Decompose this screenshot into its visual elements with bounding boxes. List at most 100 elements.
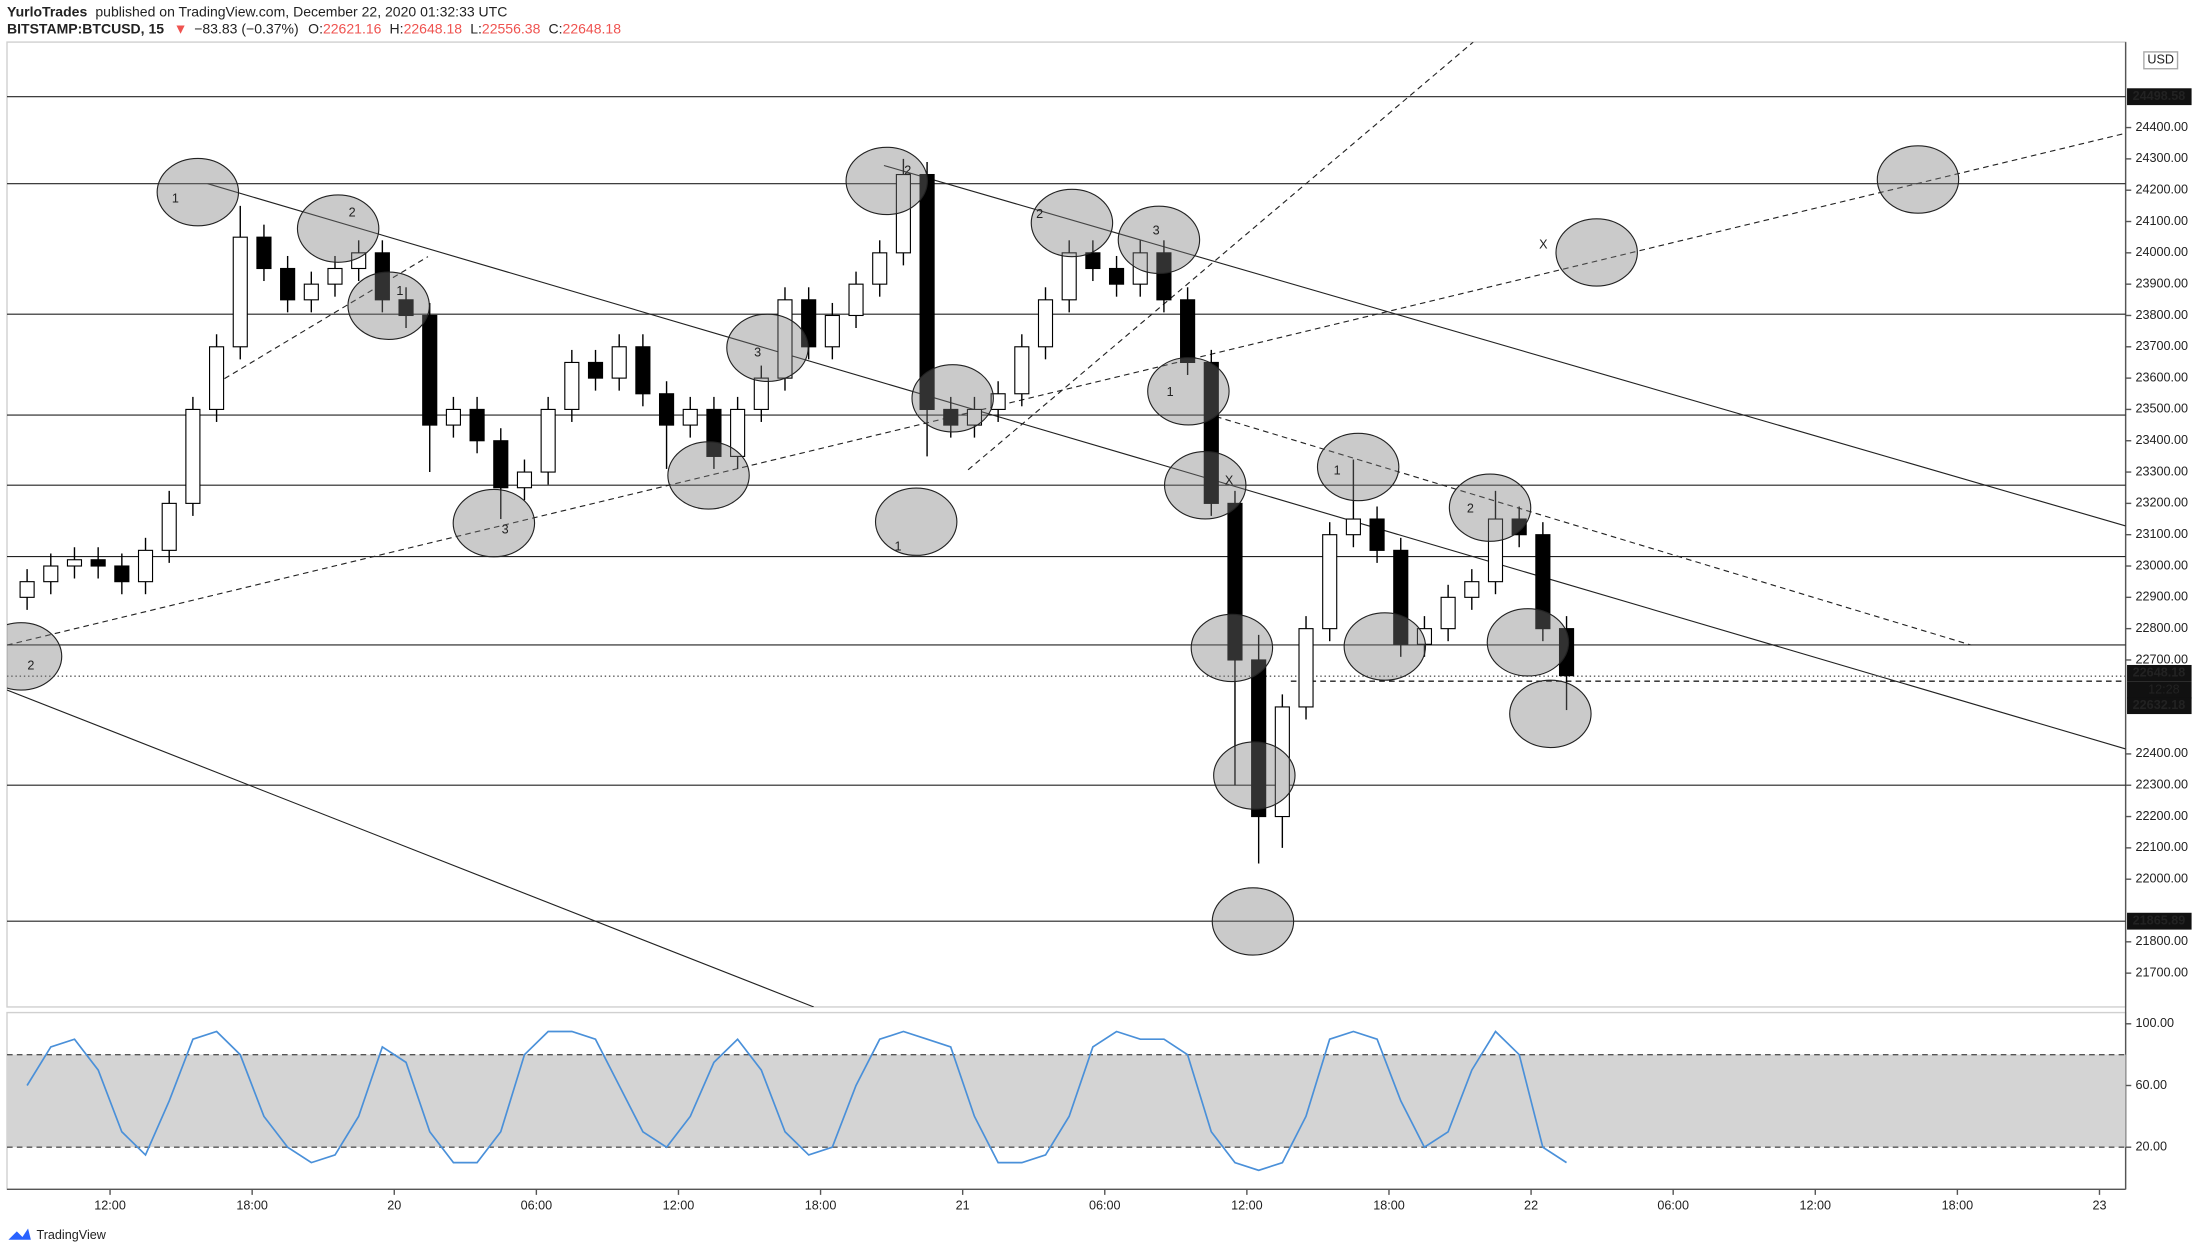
ohlc-value: 22648.18 [563,20,622,36]
annotation-label: 1 [396,284,403,298]
y-tick-label: 23300.00 [2135,464,2188,478]
stoch-tick-label: 20.00 [2135,1140,2167,1154]
candle-body [327,267,343,285]
layer: 1 2 1 3 3 2 1 2 3 1 X 1 2 2 X [7,96,2126,956]
candle-body [587,361,604,379]
candle-body [706,408,722,457]
candle-body [469,408,485,442]
trendline[interactable] [7,689,814,1007]
annotation-circle [1147,357,1230,426]
candle-body [43,565,59,583]
y-tick-label: 23100.00 [2135,527,2188,541]
symbol-line: BITSTAMP:BTCUSD, 15 ▼ −83.83 (−0.37%) O:… [7,20,621,36]
annotation-circle [7,622,63,691]
candle-body [185,408,201,504]
annotation-circle [156,157,240,227]
price-tag-label: 24498.58 [2133,89,2186,103]
annotation-circle [1343,612,1427,681]
candle-body [445,408,461,426]
y-tick-label: 24000.00 [2135,245,2188,259]
candle-body [1274,706,1290,818]
y-tick-label: 23000.00 [2135,558,2188,572]
price-tag [2127,664,2192,682]
ohlc-value: 22621.16 [323,20,382,36]
annotation-label: 1 [894,539,901,553]
candle-body [1416,628,1433,645]
change: −83.83 (−0.37%) [194,20,298,36]
header-line: YurloTrades published on TradingView.com… [7,3,507,19]
x-tick-label: 23 [2092,1198,2106,1212]
candle-body [161,502,177,551]
y-tick-label: 24200.00 [2135,183,2188,197]
annotation-circle [1030,188,1114,258]
price-tag-label: 22632.18 [2133,698,2186,712]
trendline[interactable] [883,164,2126,527]
y-tick-label: 23200.00 [2135,496,2188,510]
y-tick-label: 24100.00 [2135,214,2188,228]
x-tick-label: 22 [1524,1198,1538,1212]
candle-body [1061,252,1077,301]
y-tick-label: 22900.00 [2135,590,2188,604]
x-tick-label: 12:00 [94,1198,126,1212]
stoch-tick-label: 100.00 [2135,1016,2174,1030]
annotation-circle [347,271,430,340]
trendline[interactable] [207,183,2126,750]
annotation-label: X [1539,238,1548,252]
ohlc-key: L: [470,20,482,36]
annotation-circle [1509,679,1592,749]
annotation-label: X [1225,473,1234,487]
y-tick-label: 24300.00 [2135,151,2188,165]
price-tag [2127,912,2192,930]
y-tick-label: 23600.00 [2135,370,2188,384]
candle-body [1393,549,1409,645]
y-tick-label: 22800.00 [2135,621,2188,635]
y-tick-label: 23500.00 [2135,402,2188,416]
annotation-label: 1 [1334,464,1341,478]
y-tick-label: 23700.00 [2135,339,2188,353]
annotation-circle [1486,608,1570,677]
annotation-circle [726,313,809,383]
annotation-label: 2 [27,658,34,672]
candle-body [943,408,959,426]
footer-logo: TradingView [8,1228,107,1242]
author[interactable]: YurloTrades [7,3,87,19]
y-tick-label: 22700.00 [2135,652,2188,666]
y-tick-label: 23400.00 [2135,433,2188,447]
candle-body [209,346,225,410]
candle-body [1037,299,1054,348]
price-tag-label: 21865.89 [2133,914,2186,928]
candle-body [90,559,106,567]
dashed-trendline[interactable] [224,256,429,380]
y-tick-label: 24400.00 [2135,120,2188,134]
y-tick-label: 22100.00 [2135,840,2188,854]
annotation-label: 2 [1467,501,1474,515]
candle-body [1440,596,1456,630]
x-tick-label: 21 [956,1198,970,1212]
y-tick-label: 22200.00 [2135,809,2188,823]
candle-body [540,408,556,473]
candle-body [611,346,627,379]
candle-body [848,283,864,317]
candle-body [730,408,746,457]
dashed-trendline[interactable] [1206,413,1972,646]
annotation-circle [1190,613,1274,683]
dashed-trendline[interactable] [967,42,1474,471]
price-tag [2127,697,2192,715]
candle-body [1535,534,1551,630]
candle-body [1108,267,1125,285]
candle-body [303,283,319,301]
candle-body [137,549,154,583]
annotation-circle [1316,432,1400,502]
annotation-label: 2 [349,206,356,220]
price-tag [2127,88,2192,106]
annotation-circle [1163,451,1247,520]
candle-body [1251,659,1267,818]
candle-body [280,267,296,301]
candle-body [232,236,248,348]
annotation-circle [1211,887,1295,956]
annotation-label: 2 [1036,207,1043,221]
logo-icon [8,1228,31,1240]
